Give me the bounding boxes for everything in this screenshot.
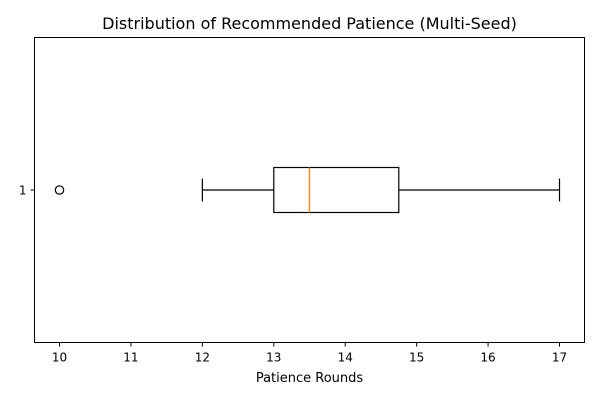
x-axis-ticks: 10 11 12 13 14 15 16 17 bbox=[52, 342, 567, 365]
x-tick-label: 17 bbox=[552, 351, 567, 365]
x-tick-label: 16 bbox=[480, 351, 495, 365]
x-tick-label: 13 bbox=[266, 351, 281, 365]
x-axis-label: Patience Rounds bbox=[256, 371, 364, 386]
x-tick-label: 10 bbox=[52, 351, 67, 365]
x-tick-label: 15 bbox=[409, 351, 424, 365]
x-tick-label: 12 bbox=[195, 351, 210, 365]
iqr-box bbox=[273, 166, 400, 214]
y-axis-ticks: 1 bbox=[19, 184, 35, 198]
outlier-point bbox=[54, 185, 65, 195]
x-tick-label: 14 bbox=[338, 351, 353, 365]
chart-title: Distribution of Recommended Patience (Mu… bbox=[102, 14, 517, 33]
box-group bbox=[54, 166, 561, 214]
plot-marks bbox=[54, 166, 561, 214]
y-tick-label: 1 bbox=[19, 184, 27, 198]
x-tick-label: 11 bbox=[123, 351, 138, 365]
